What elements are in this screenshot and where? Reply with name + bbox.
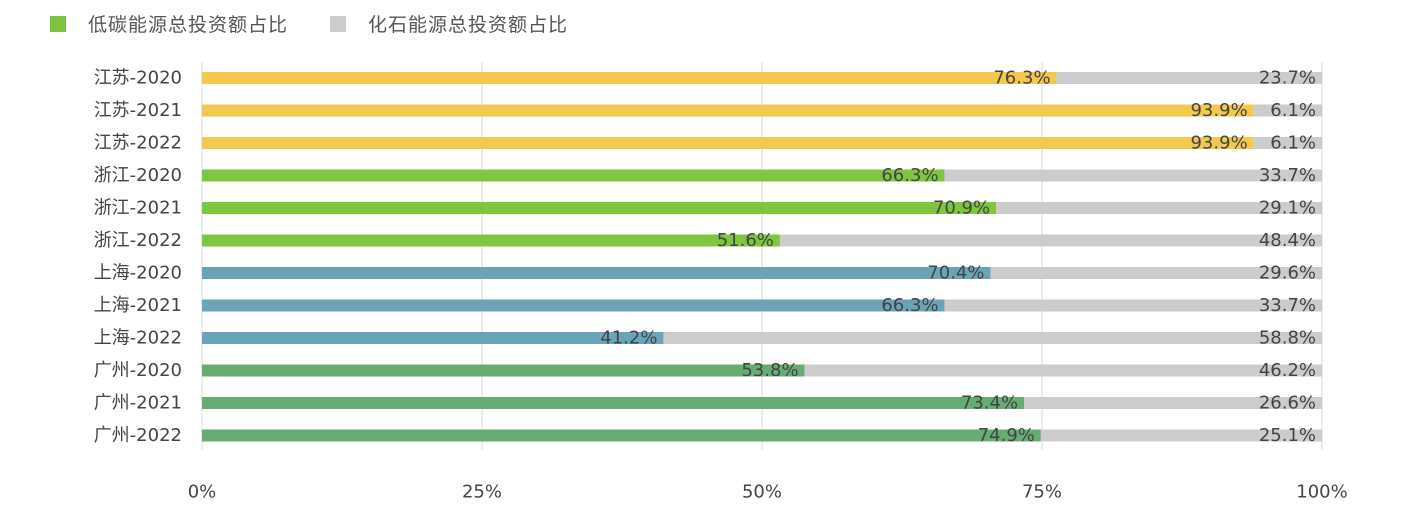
category-label: 上海-2021 xyxy=(94,295,182,316)
data-label-fossil: 25.1% xyxy=(1259,425,1316,446)
bar-fossil xyxy=(663,332,1322,344)
data-label-fossil: 29.1% xyxy=(1259,198,1316,219)
data-label-fossil: 33.7% xyxy=(1259,165,1316,186)
bar-low-carbon xyxy=(202,234,780,247)
legend-label-low-carbon: 低碳能源总投资额占比 xyxy=(88,14,289,36)
category-label: 浙江-2022 xyxy=(94,230,182,251)
bar-fossil xyxy=(990,267,1322,279)
bar-fossil xyxy=(1040,429,1322,442)
data-label-low-carbon: 93.9% xyxy=(1190,133,1247,154)
category-label: 江苏-2022 xyxy=(94,133,182,154)
category-label: 浙江-2020 xyxy=(94,165,182,186)
bar-low-carbon xyxy=(202,364,805,377)
category-label: 江苏-2021 xyxy=(94,100,182,121)
bar-low-carbon xyxy=(202,397,1025,409)
bar-low-carbon xyxy=(202,169,945,182)
category-label: 浙江-2021 xyxy=(94,198,182,219)
bar-fossil xyxy=(944,169,1322,182)
data-label-low-carbon: 66.3% xyxy=(881,295,938,316)
x-tick-label: 75% xyxy=(1022,482,1062,503)
bar-low-carbon xyxy=(202,202,997,214)
data-label-low-carbon: 70.9% xyxy=(933,198,990,219)
data-label-fossil: 26.6% xyxy=(1259,393,1316,414)
legend-item-fossil: 化石能源总投资额占比 xyxy=(330,10,568,37)
data-label-low-carbon: 70.4% xyxy=(927,263,984,284)
bar-fossil xyxy=(779,234,1322,247)
legend-item-low-carbon: 低碳能源总投资额占比 xyxy=(50,10,288,37)
category-label: 广州-2020 xyxy=(94,360,182,381)
data-label-fossil: 23.7% xyxy=(1259,68,1316,89)
bar-low-carbon xyxy=(202,72,1057,84)
data-label-low-carbon: 51.6% xyxy=(717,230,774,251)
bar-low-carbon xyxy=(202,137,1254,149)
data-label-fossil: 46.2% xyxy=(1259,360,1316,381)
data-label-low-carbon: 41.2% xyxy=(600,328,657,349)
bar-fossil xyxy=(1253,137,1322,149)
category-label: 江苏-2020 xyxy=(94,68,182,89)
bar-low-carbon xyxy=(202,299,945,312)
x-tick-label: 25% xyxy=(462,482,502,503)
legend-swatch-fossil xyxy=(330,15,347,32)
legend: 低碳能源总投资额占比 化石能源总投资额占比 xyxy=(50,10,610,37)
bar-low-carbon xyxy=(202,104,1254,117)
legend-label-fossil: 化石能源总投资额占比 xyxy=(368,14,569,36)
x-tick-label: 50% xyxy=(742,482,782,503)
data-label-low-carbon: 73.4% xyxy=(961,393,1018,414)
data-label-low-carbon: 93.9% xyxy=(1190,100,1247,121)
category-label: 上海-2020 xyxy=(94,263,182,284)
data-label-fossil: 29.6% xyxy=(1259,263,1316,284)
bar-fossil xyxy=(1056,72,1322,84)
category-label: 上海-2022 xyxy=(94,328,182,349)
category-label: 广州-2021 xyxy=(94,393,182,414)
data-label-fossil: 58.8% xyxy=(1259,328,1316,349)
x-tick-label: 100% xyxy=(1296,482,1347,503)
bar-low-carbon xyxy=(202,429,1041,442)
bar-fossil xyxy=(1253,104,1322,117)
data-label-low-carbon: 53.8% xyxy=(741,360,798,381)
bar-fossil xyxy=(1024,397,1322,409)
data-label-fossil: 33.7% xyxy=(1259,295,1316,316)
legend-swatch-low-carbon xyxy=(50,15,66,32)
data-label-fossil: 48.4% xyxy=(1259,230,1316,251)
bar-fossil xyxy=(996,202,1322,214)
category-label: 广州-2022 xyxy=(94,425,182,446)
x-tick-label: 0% xyxy=(188,482,217,503)
data-label-low-carbon: 76.3% xyxy=(993,68,1050,89)
data-label-low-carbon: 74.9% xyxy=(978,425,1035,446)
data-label-fossil: 6.1% xyxy=(1270,100,1316,121)
bar-low-carbon xyxy=(202,267,991,279)
bar-fossil xyxy=(804,364,1322,377)
data-label-low-carbon: 66.3% xyxy=(881,165,938,186)
bar-low-carbon xyxy=(202,332,664,344)
data-label-fossil: 6.1% xyxy=(1270,133,1316,154)
bar-fossil xyxy=(944,299,1322,312)
